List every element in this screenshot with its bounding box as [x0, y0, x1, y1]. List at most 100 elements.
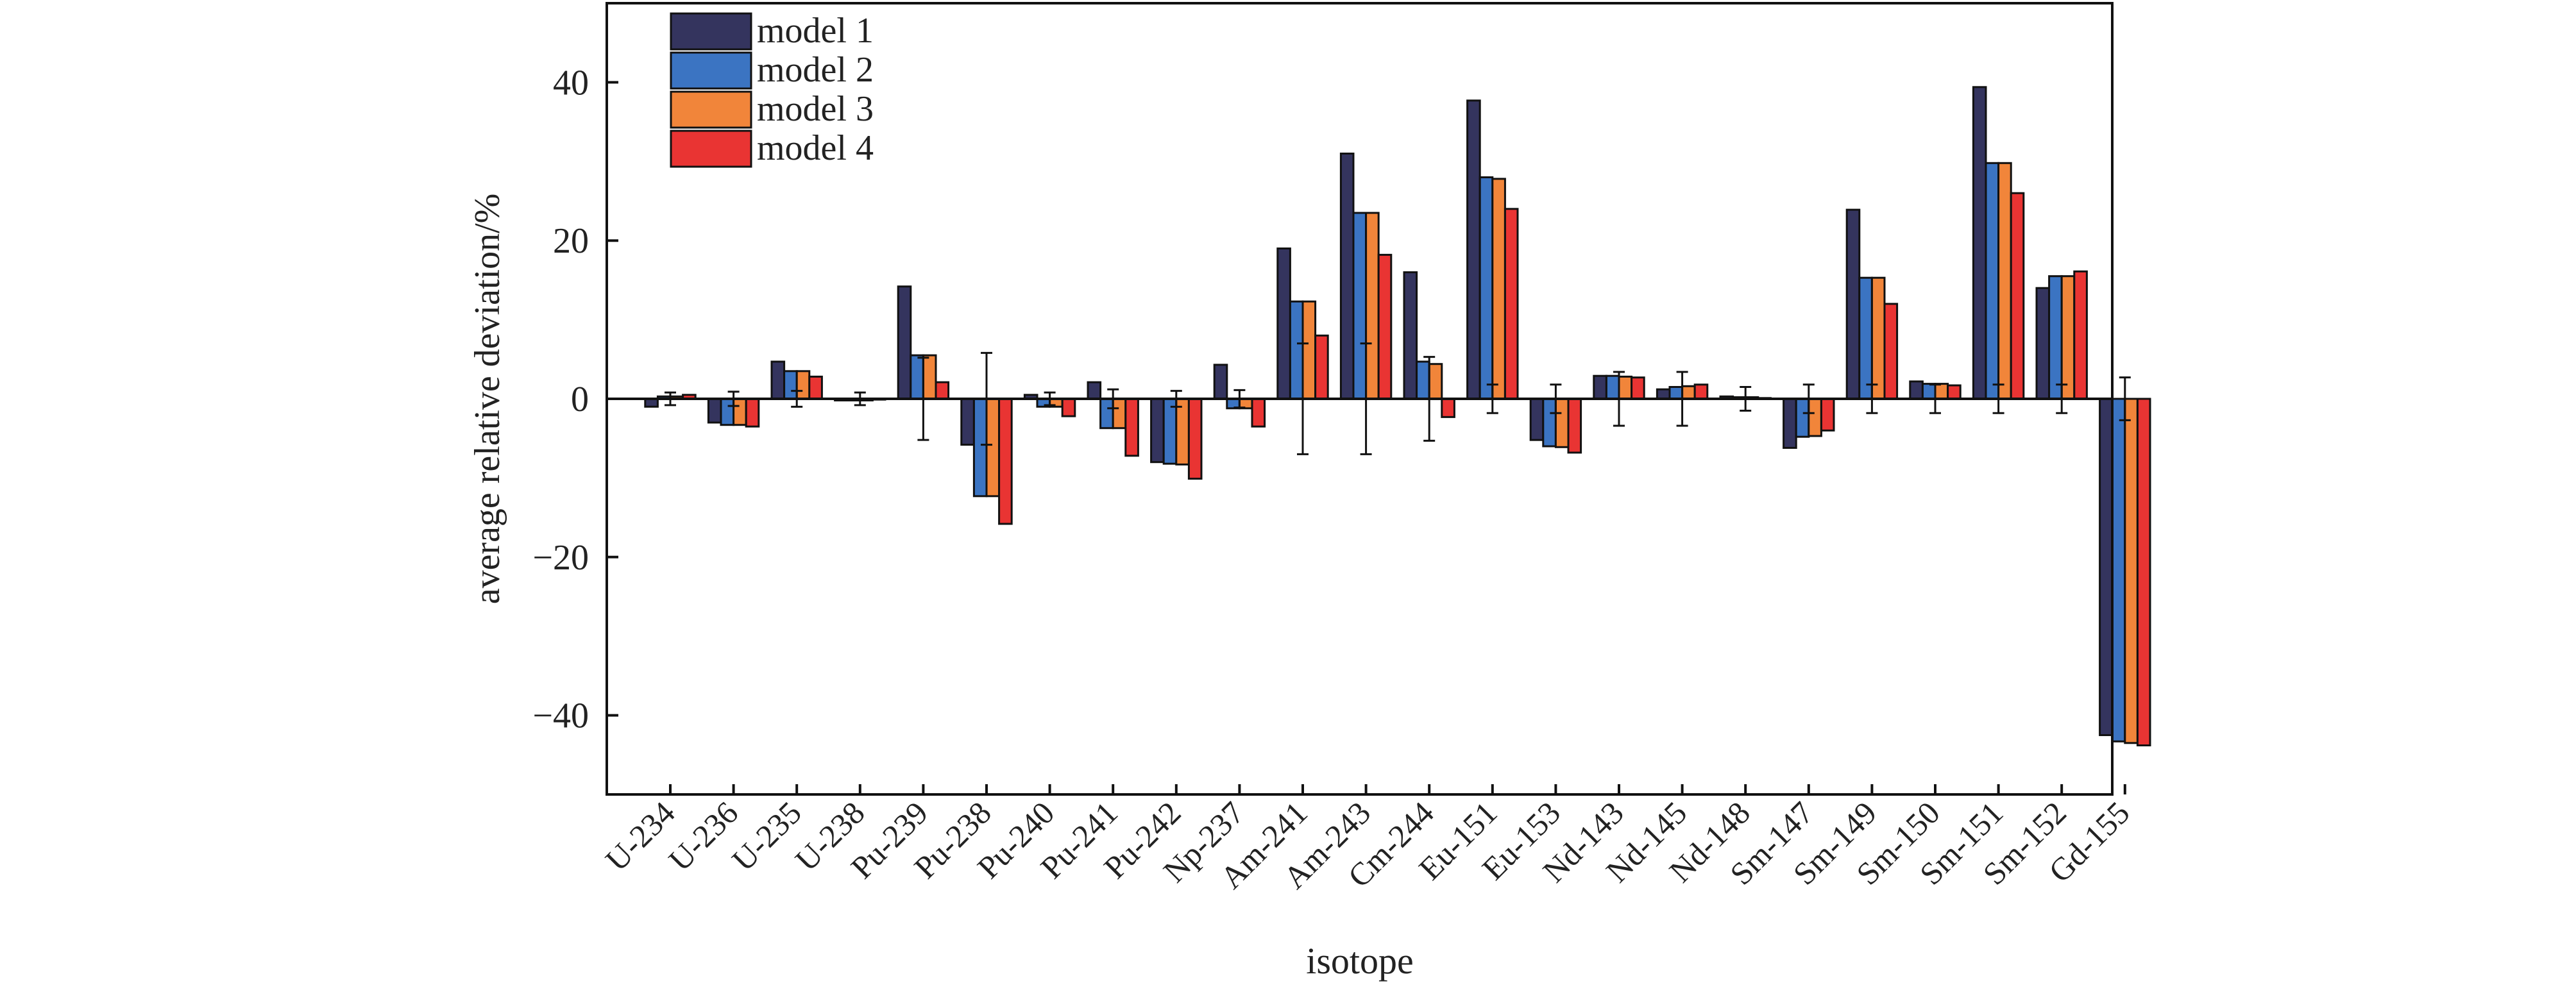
bar-nd-145-series-2	[1668, 386, 1684, 400]
bar-am-241-series-4	[1314, 334, 1329, 400]
bar-sm-152-series-1	[2035, 287, 2051, 400]
bar-am-241-series-2	[1289, 300, 1304, 400]
legend-swatch-series-2	[670, 51, 752, 90]
y-tick-label: 0	[571, 380, 589, 419]
bar-u-236-series-2	[720, 398, 735, 426]
bar-eu-153-series-1	[1529, 398, 1545, 441]
bar-nd-143-series-2	[1605, 374, 1620, 400]
x-tick-label: U-234	[598, 794, 682, 878]
legend-swatch-series-4	[670, 130, 752, 168]
x-axis: U-234U-236U-235U-238Pu-239Pu-238Pu-240Pu…	[598, 784, 2137, 896]
bar-sm-149-series-2	[1858, 276, 1873, 400]
bar-am-243-series-1	[1339, 153, 1355, 400]
bar-u-236-series-1	[707, 398, 722, 424]
bar-cm-244-series-2	[1416, 360, 1430, 400]
legend-swatch-series-3	[670, 90, 752, 129]
legend-label-series-4: model 4	[757, 128, 874, 168]
bar-sm-152-series-2	[2048, 275, 2063, 400]
bar-am-243-series-2	[1352, 212, 1368, 400]
bar-pu-241-series-4	[1124, 398, 1139, 457]
bar-nd-143-series-3	[1618, 375, 1633, 400]
legend-label-series-2: model 2	[757, 50, 874, 90]
bar-sm-149-series-3	[1870, 276, 1886, 400]
bar-nd-143-series-1	[1593, 374, 1607, 400]
bar-am-243-series-3	[1365, 212, 1380, 400]
bar-u-235-series-4	[808, 375, 823, 400]
bar-pu-240-series-4	[1061, 398, 1076, 417]
bar-sm-150-series-3	[1934, 383, 1949, 400]
bar-sm-151-series-1	[1972, 86, 1987, 400]
y-axis-label: average relative deviation/%	[468, 194, 507, 605]
bar-eu-153-series-2	[1542, 398, 1557, 448]
y-tick-label: 40	[553, 63, 589, 103]
bar-u-235-series-2	[783, 370, 798, 400]
legend-label-series-1: model 1	[757, 11, 874, 51]
bar-sm-150-series-2	[1921, 383, 1936, 400]
bar-sm-152-series-4	[2073, 270, 2088, 400]
bar-pu-239-series-1	[897, 285, 912, 400]
y-tick-label: −20	[532, 538, 589, 578]
bar-pu-242-series-3	[1175, 398, 1190, 466]
bar-sm-147-series-1	[1783, 398, 1797, 449]
bar-gd-155-series-1	[2099, 398, 2114, 736]
bar-sm-147-series-3	[1808, 398, 1822, 437]
bar-u-236-series-4	[745, 398, 760, 428]
bar-np-237-series-4	[1251, 398, 1266, 428]
x-tick-label: U-236	[661, 794, 745, 878]
error-bar-gd-155	[2119, 376, 2131, 421]
bar-nd-143-series-4	[1631, 376, 1645, 400]
bar-nd-145-series-1	[1656, 388, 1671, 400]
bar-cm-244-series-3	[1428, 363, 1443, 400]
bar-eu-151-series-2	[1479, 176, 1494, 400]
bar-sm-150-series-4	[1947, 384, 1962, 400]
bar-gd-155-series-4	[2136, 398, 2151, 746]
bar-pu-239-series-3	[922, 354, 937, 400]
bar-am-241-series-1	[1276, 247, 1291, 400]
bar-pu-242-series-1	[1150, 398, 1165, 464]
bar-pu-242-series-4	[1187, 398, 1203, 480]
x-tick-label: U-235	[725, 794, 808, 878]
bar-pu-238-series-1	[960, 398, 975, 446]
bar-cm-244-series-4	[1441, 398, 1455, 418]
bar-sm-147-series-2	[1795, 398, 1810, 438]
bar-pu-239-series-4	[935, 381, 950, 400]
bar-cm-244-series-1	[1403, 271, 1418, 400]
bar-nd-145-series-4	[1693, 383, 1709, 400]
legend-swatch-series-1	[670, 12, 752, 51]
bar-eu-151-series-1	[1466, 99, 1481, 400]
bar-nd-145-series-3	[1681, 385, 1696, 400]
y-axis: 40 20 0 −20 −40	[532, 63, 618, 736]
bar-u-235-series-3	[795, 370, 811, 400]
bar-pu-241-series-2	[1099, 398, 1114, 430]
bar-sm-147-series-4	[1820, 398, 1835, 432]
bar-u-235-series-1	[770, 360, 786, 400]
bar-gd-155-series-2	[2111, 398, 2126, 742]
y-tick-label: 20	[553, 221, 589, 261]
bar-sm-152-series-3	[2060, 275, 2076, 400]
legend-label-series-3: model 3	[757, 89, 874, 129]
bar-eu-153-series-4	[1567, 398, 1582, 454]
bar-pu-241-series-3	[1112, 398, 1127, 430]
bar-sm-149-series-4	[1883, 303, 1899, 400]
bar-sm-151-series-3	[1997, 162, 2012, 400]
bar-u-236-series-3	[733, 398, 747, 426]
bar-eu-151-series-3	[1491, 178, 1506, 400]
bar-gd-155-series-3	[2124, 398, 2139, 744]
bar-eu-151-series-4	[1504, 208, 1519, 400]
bar-np-237-series-1	[1213, 364, 1228, 400]
bar-pu-242-series-2	[1162, 398, 1178, 465]
bars-layer	[644, 86, 2151, 746]
bar-am-241-series-3	[1301, 300, 1317, 400]
y-tick-label: −40	[532, 696, 589, 736]
bar-eu-153-series-3	[1554, 398, 1570, 448]
bar-pu-238-series-4	[998, 398, 1013, 525]
bar-pu-238-series-2	[972, 398, 988, 498]
bar-sm-151-series-2	[1985, 162, 2000, 400]
bar-sm-150-series-1	[1909, 380, 1924, 400]
bar-pu-239-series-2	[910, 354, 924, 400]
bar-sm-149-series-1	[1845, 208, 1861, 400]
x-axis-label: isotope	[1306, 940, 1414, 982]
bar-pu-238-series-3	[985, 398, 1001, 498]
